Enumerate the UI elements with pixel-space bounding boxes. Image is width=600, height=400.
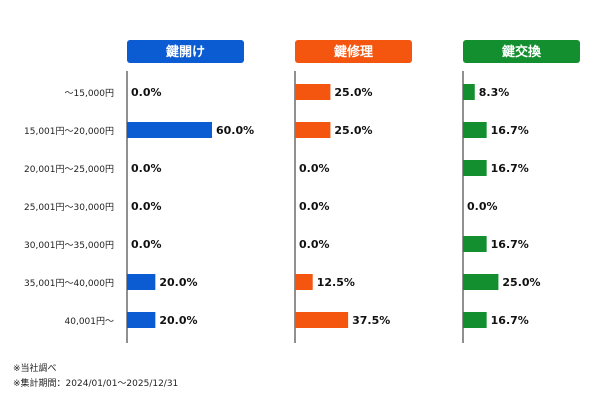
bar <box>463 160 487 176</box>
bar <box>463 84 475 100</box>
footnotes: ※当社調べ ※集計期間：2024/01/01～2025/12/31 <box>13 362 178 392</box>
series-header-title: 鍵修理 <box>334 44 373 60</box>
category-label: 30,001円～35,000円 <box>24 240 114 251</box>
bar <box>463 122 487 138</box>
bar <box>463 312 487 328</box>
bar-value-label: 16.7% <box>491 238 529 251</box>
bar <box>295 122 331 138</box>
category-label: 20,001円～25,000円 <box>24 164 114 175</box>
bar-value-label: 25.0% <box>334 86 372 99</box>
bar <box>463 274 499 290</box>
bar-value-label: 8.3% <box>479 86 510 99</box>
footnote-period: ※集計期間：2024/01/01～2025/12/31 <box>13 379 179 389</box>
bar <box>463 236 487 252</box>
bar-value-label: 0.0% <box>299 200 330 213</box>
category-label: 15,001円～20,000円 <box>24 126 114 137</box>
series-header-bg <box>127 40 244 63</box>
bar-value-label: 0.0% <box>299 238 330 251</box>
bar <box>127 274 156 290</box>
bar <box>127 122 212 138</box>
bar-value-label: 25.0% <box>502 276 540 289</box>
bar-value-label: 0.0% <box>131 86 162 99</box>
bar-value-label: 20.0% <box>159 314 197 327</box>
bar <box>295 312 349 328</box>
bar-value-label: 16.7% <box>491 314 529 327</box>
bar-value-label: 12.5% <box>317 276 355 289</box>
category-label: 25,001円～30,000円 <box>24 202 114 213</box>
bar-value-label: 0.0% <box>131 200 162 213</box>
series-header-title: 鍵交換 <box>502 44 542 60</box>
bar <box>295 84 331 100</box>
bar <box>127 312 156 328</box>
bar-value-label: 60.0% <box>216 124 254 137</box>
bar-value-label: 0.0% <box>299 162 330 175</box>
bar <box>295 274 313 290</box>
series-header-title: 鍵開け <box>166 44 205 60</box>
category-label: 40,001円～ <box>65 316 115 327</box>
bar-value-label: 0.0% <box>467 200 498 213</box>
bar-value-label: 20.0% <box>159 276 197 289</box>
series-header-bg <box>463 40 580 63</box>
category-label: ～15,000円 <box>65 88 115 99</box>
bar-value-label: 16.7% <box>491 162 529 175</box>
bar-value-label: 0.0% <box>131 162 162 175</box>
bar-value-label: 37.5% <box>352 314 390 327</box>
category-label: 35,001円～40,000円 <box>24 278 114 289</box>
bar-value-label: 16.7% <box>491 124 529 137</box>
bar-value-label: 0.0% <box>131 238 162 251</box>
bar-value-label: 25.0% <box>334 124 372 137</box>
footnote-source: ※当社調べ <box>13 364 57 374</box>
series-header-bg <box>295 40 412 63</box>
